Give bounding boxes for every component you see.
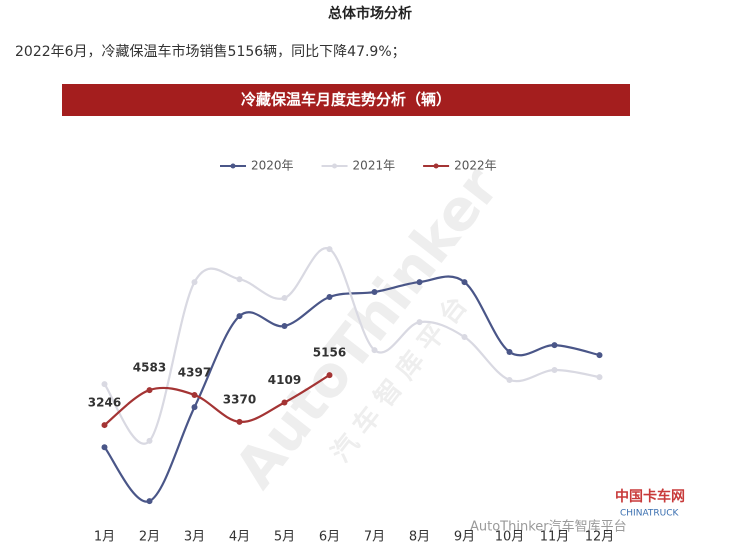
x-tick-label: 10月: [495, 530, 525, 545]
chart-title: 冷藏保温车月度走势分析（辆）: [241, 91, 451, 109]
logo: 中国卡车网: [615, 488, 685, 505]
data-point: [551, 342, 558, 349]
x-tick-label: 11月: [540, 530, 570, 545]
data-label: 4397: [178, 365, 211, 379]
x-tick-label: 5月: [274, 530, 295, 545]
data-point: [461, 334, 468, 341]
data-point: [236, 418, 243, 425]
legend-marker: [433, 163, 439, 169]
data-point: [191, 404, 198, 411]
legend-marker: [332, 163, 338, 169]
data-label: 4109: [268, 373, 301, 387]
data-point: [191, 279, 198, 286]
data-point: [146, 387, 153, 394]
data-point: [236, 313, 243, 320]
data-point: [506, 348, 513, 355]
legend-label: 2020年: [251, 159, 294, 173]
title-banner: [62, 84, 630, 116]
data-point: [101, 444, 108, 451]
legend-label: 2021年: [353, 159, 396, 173]
x-tick-label: 9月: [454, 530, 475, 545]
data-point: [371, 347, 378, 354]
data-point: [101, 422, 108, 429]
data-point: [596, 352, 603, 359]
data-label: 4583: [133, 361, 166, 375]
data-point: [236, 276, 243, 283]
x-tick-label: 7月: [364, 530, 385, 545]
x-tick-label: 3月: [184, 530, 205, 545]
section-title: 总体市场分析: [328, 5, 412, 22]
data-point: [191, 391, 198, 398]
data-point: [281, 323, 288, 330]
x-tick-label: 1月: [94, 530, 115, 545]
data-point: [281, 399, 288, 406]
data-point: [416, 319, 423, 326]
data-point: [596, 374, 603, 381]
data-point: [281, 295, 288, 302]
data-label: 5156: [313, 346, 346, 360]
watermark: AutoThinker: [223, 155, 513, 500]
x-tick-label: 4月: [229, 530, 250, 545]
x-tick-label: 8月: [409, 530, 430, 545]
data-point: [506, 376, 513, 383]
data-label: 3370: [223, 392, 256, 406]
x-tick-label: 2月: [139, 530, 160, 545]
x-tick-label: 6月: [319, 530, 340, 545]
data-point: [326, 294, 333, 301]
data-point: [371, 289, 378, 296]
logo-sub: CHINATRUCK: [620, 509, 680, 519]
data-label: 3246: [88, 396, 121, 410]
data-point: [146, 498, 153, 505]
series-line: [103, 374, 331, 426]
data-point: [326, 372, 333, 379]
data-point: [416, 279, 423, 286]
legend-marker: [230, 163, 236, 169]
data-point: [326, 246, 333, 253]
legend-label: 2022年: [454, 159, 497, 173]
x-tick-label: 12月: [585, 530, 615, 545]
data-point: [461, 279, 468, 286]
paragraph: 2022年6月，冷藏保温车市场销售5156辆，同比下降47.9%；: [15, 43, 406, 60]
data-point: [101, 381, 108, 388]
footer-watermark: AutoThinker汽车智库平台: [470, 519, 627, 535]
data-point: [146, 437, 153, 444]
data-point: [551, 367, 558, 374]
